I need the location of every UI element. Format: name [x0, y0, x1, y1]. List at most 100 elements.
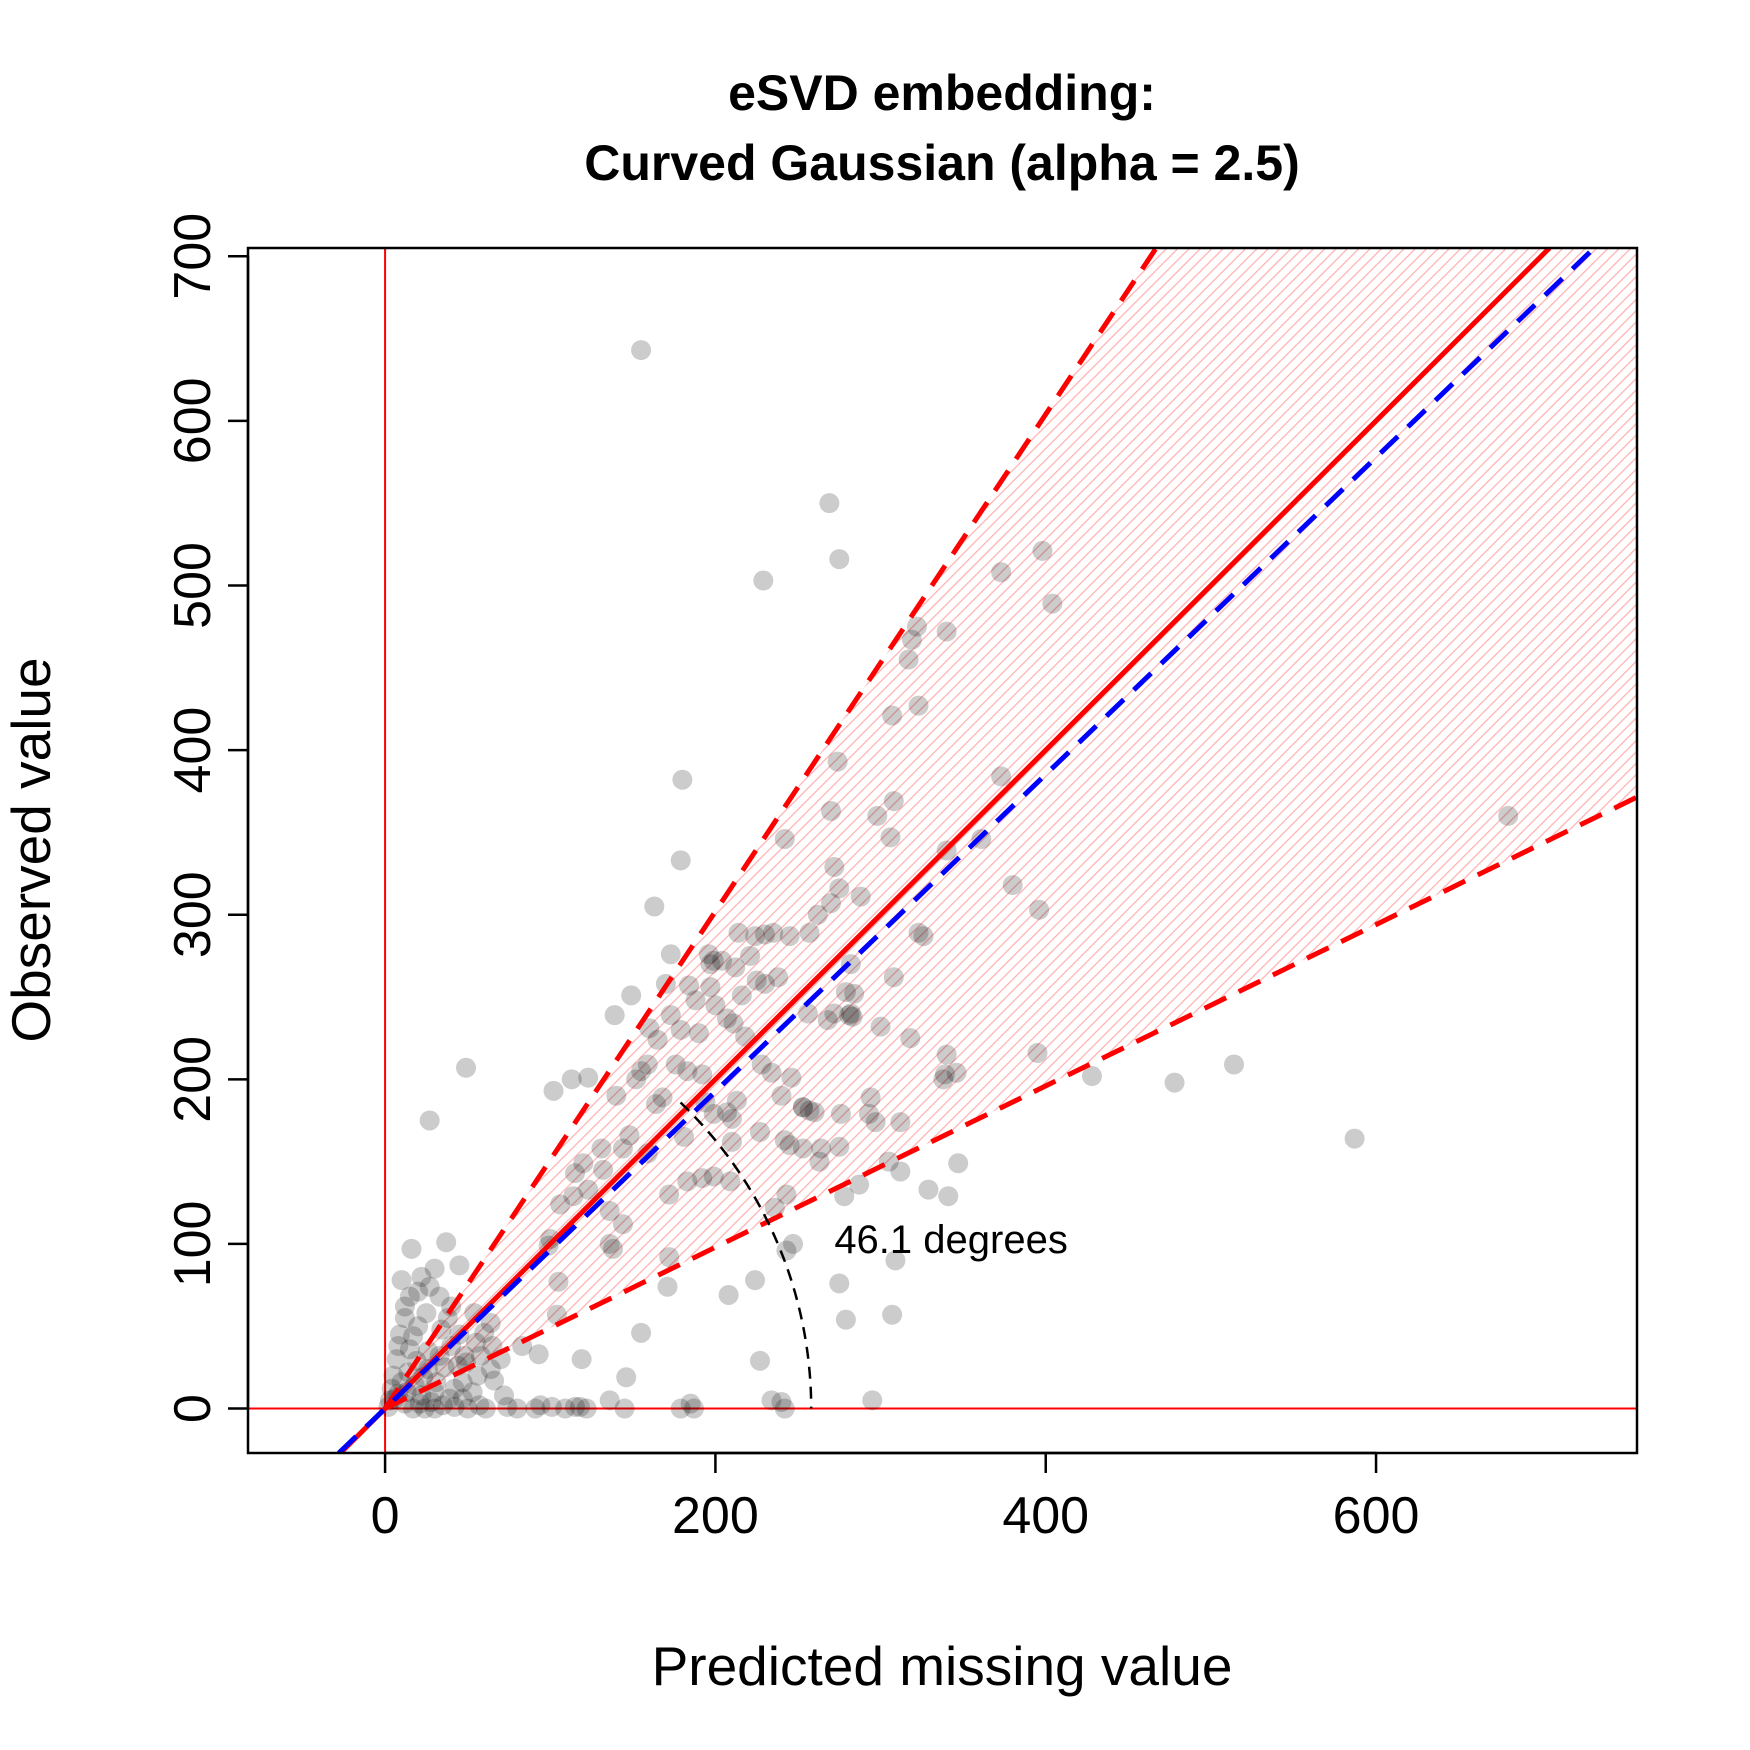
data-point-187	[419, 1110, 440, 1131]
data-point-51	[835, 982, 856, 1003]
data-point-25	[670, 850, 691, 871]
data-point-28	[824, 856, 845, 877]
data-point-5	[1032, 540, 1053, 561]
data-point-106	[936, 1044, 957, 1065]
data-point-74	[670, 1019, 691, 1040]
data-point-174	[849, 1174, 870, 1195]
data-point-14	[883, 791, 904, 812]
data-point-188	[401, 1238, 422, 1259]
data-point-180	[1081, 1066, 1102, 1087]
x-axis-label: Predicted missing value	[652, 1635, 1233, 1697]
data-point-19	[908, 922, 929, 943]
data-point-127	[578, 1179, 599, 1200]
data-point-120	[619, 1125, 640, 1146]
data-point-222	[383, 1365, 404, 1386]
data-point-115	[720, 1171, 741, 1192]
data-point-209	[530, 1395, 551, 1416]
data-point-221	[388, 1335, 409, 1356]
data-point-125	[573, 1153, 594, 1174]
data-point-220	[394, 1308, 415, 1329]
data-point-36	[728, 922, 749, 943]
data-point-62	[660, 1005, 681, 1026]
data-point-239	[416, 1303, 437, 1324]
data-point-41	[740, 945, 761, 966]
data-point-42	[725, 957, 746, 978]
data-point-237	[394, 1296, 415, 1317]
data-point-254	[452, 1388, 473, 1409]
data-point-140	[528, 1344, 549, 1365]
data-point-138	[540, 1228, 561, 1249]
data-point-253	[444, 1378, 465, 1399]
data-point-6	[1042, 593, 1063, 614]
data-point-64	[621, 985, 642, 1006]
data-point-20	[867, 805, 888, 826]
data-point-3	[753, 570, 774, 591]
data-point-85	[726, 1090, 747, 1111]
data-point-130	[561, 1069, 582, 1090]
data-point-89	[792, 1097, 813, 1118]
data-point-50	[844, 983, 865, 1004]
data-point-175	[834, 1186, 855, 1207]
data-point-59	[870, 1016, 891, 1037]
data-point-113	[703, 1166, 724, 1187]
x-tick-label-1: 200	[672, 1487, 759, 1545]
data-point-183	[1344, 1128, 1365, 1149]
data-point-111	[749, 1121, 770, 1142]
data-point-132	[599, 1201, 620, 1222]
data-point-23	[774, 828, 795, 849]
data-point-157	[683, 1398, 704, 1419]
data-point-143	[571, 1349, 592, 1370]
data-point-96	[792, 1138, 813, 1159]
data-point-159	[774, 1398, 795, 1419]
data-point-228	[396, 1382, 417, 1403]
data-point-8	[898, 649, 919, 670]
data-point-76	[677, 1061, 698, 1082]
data-point-129	[543, 1080, 564, 1101]
data-point-170	[890, 1161, 911, 1182]
data-point-133	[612, 1214, 633, 1235]
data-point-108	[1029, 899, 1050, 920]
data-point-151	[565, 1396, 586, 1417]
data-point-34	[763, 922, 784, 943]
data-point-158	[761, 1390, 782, 1411]
data-point-149	[616, 1367, 637, 1388]
identity-line	[336, 248, 1552, 1453]
data-point-60	[700, 977, 721, 998]
data-point-128	[565, 1163, 586, 1184]
data-point-135	[599, 1233, 620, 1254]
data-point-58	[842, 1006, 863, 1027]
data-point-40	[712, 950, 733, 971]
data-point-177	[809, 1151, 830, 1172]
data-point-124	[591, 1138, 612, 1159]
data-point-37	[745, 926, 766, 947]
data-point-185	[862, 1390, 883, 1411]
data-point-83	[703, 1103, 724, 1124]
y-tick-label-2: 200	[164, 1036, 222, 1123]
data-point-33	[779, 926, 800, 947]
data-point-87	[751, 1054, 772, 1075]
data-point-24	[672, 769, 693, 790]
data-point-226	[386, 1349, 407, 1370]
data-point-80	[645, 1094, 666, 1115]
data-point-201	[480, 1359, 501, 1380]
data-point-155	[670, 1398, 691, 1419]
data-point-264	[467, 1365, 488, 1386]
data-point-32	[799, 922, 820, 943]
data-point-112	[721, 1131, 742, 1152]
data-point-102	[900, 1028, 921, 1049]
data-point-61	[678, 975, 699, 996]
data-point-168	[882, 1304, 903, 1325]
data-point-7	[901, 629, 922, 650]
data-point-29	[829, 878, 850, 899]
data-point-173	[948, 1153, 969, 1174]
data-point-77	[692, 1064, 713, 1085]
data-point-261	[399, 1339, 420, 1360]
y-tick-label-0: 0	[164, 1394, 222, 1423]
data-point-245	[399, 1286, 420, 1307]
data-point-154	[614, 1398, 635, 1419]
data-point-123	[606, 1085, 627, 1106]
data-point-193	[408, 1281, 429, 1302]
data-point-204	[475, 1398, 496, 1419]
y-tick-label-1: 100	[164, 1201, 222, 1288]
data-point-68	[685, 990, 706, 1011]
